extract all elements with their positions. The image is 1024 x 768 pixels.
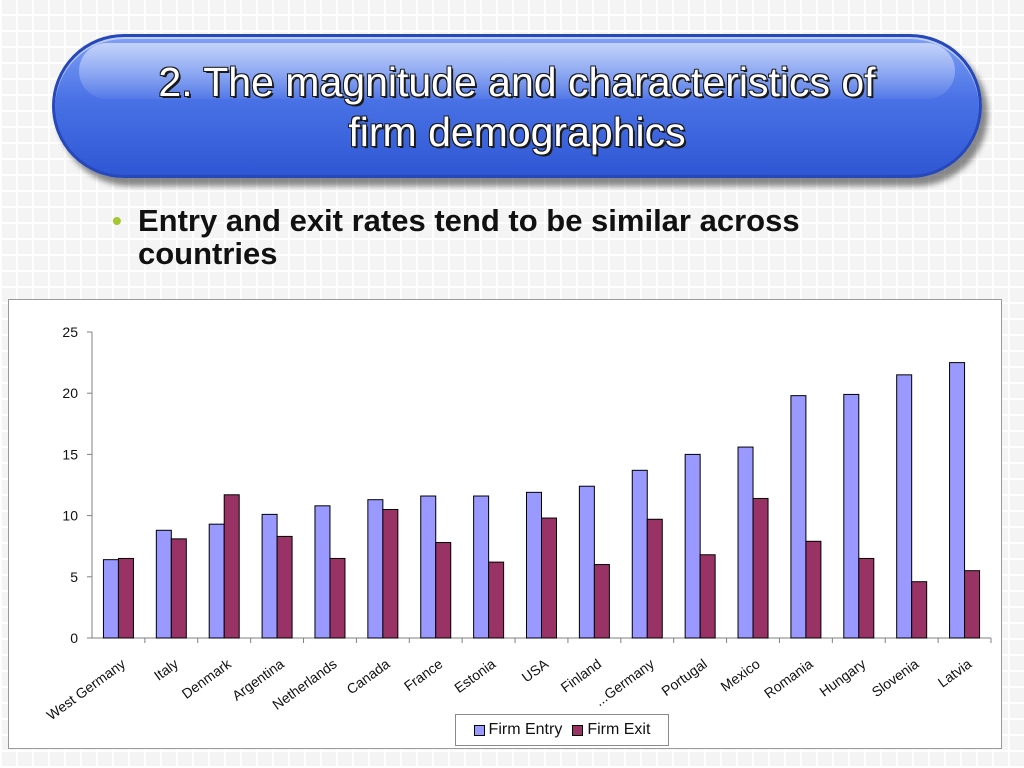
bar-firm-entry — [314, 505, 331, 639]
bar-firm-exit — [223, 494, 240, 639]
y-tick-label: 15 — [62, 446, 78, 462]
bar-firm-exit — [646, 518, 663, 639]
bar-firm-exit — [858, 557, 875, 639]
bullet-icon: • — [112, 205, 122, 236]
bar-firm-entry — [790, 395, 807, 639]
bar-firm-entry — [261, 513, 278, 639]
y-tick-label: 25 — [62, 324, 78, 340]
bar-firm-exit — [170, 538, 187, 639]
x-category-label: Canada — [344, 655, 393, 697]
bar-firm-exit — [805, 540, 822, 639]
x-category-label: Hungary — [816, 655, 868, 699]
x-category-label: Latvia — [935, 655, 975, 690]
bar-firm-exit — [593, 564, 610, 639]
x-category-label: Slovenia — [869, 655, 922, 700]
bullet-point: • Entry and exit rates tend to be simila… — [112, 204, 912, 270]
bar-firm-entry — [473, 495, 490, 639]
bar-firm-entry — [949, 362, 966, 639]
title-banner: 2. The magnitude and characteristics of … — [52, 34, 982, 178]
legend-item-exit: Firm Exit — [572, 721, 650, 739]
x-category-label: Denmark — [179, 655, 235, 702]
bar-firm-entry — [578, 485, 595, 639]
bar-firm-entry — [684, 453, 701, 639]
bar-firm-exit — [276, 535, 293, 639]
bar-firm-entry — [155, 529, 172, 639]
bar-firm-exit — [488, 561, 505, 639]
x-category-label: Romania — [761, 655, 816, 701]
slide-title-line-1: 2. The magnitude and characteristics of — [158, 59, 876, 105]
x-category-label: ...Germany — [592, 655, 657, 709]
legend-swatch-exit — [572, 724, 584, 736]
bar-firm-exit — [699, 554, 716, 639]
bar-firm-entry — [896, 374, 913, 639]
legend-item-entry: Firm Entry — [473, 721, 563, 739]
bar-firm-entry — [843, 393, 860, 639]
bar-firm-entry — [208, 523, 225, 639]
bar-firm-entry — [737, 446, 754, 639]
slide-title-line-2: firm demographics — [348, 109, 686, 155]
bar-firm-entry — [420, 495, 437, 639]
bar-firm-exit — [435, 542, 452, 639]
bar-firm-exit — [911, 581, 928, 639]
x-category-label: Portugal — [658, 655, 710, 699]
legend-label-exit: Firm Exit — [587, 721, 651, 738]
legend-swatch-entry — [473, 724, 485, 736]
x-category-label: West Germany — [43, 655, 128, 723]
bullet-text: Entry and exit rates tend to be similar … — [138, 203, 800, 271]
bar-firm-exit — [964, 570, 981, 639]
x-category-label: France — [401, 655, 446, 694]
bar-firm-entry — [526, 491, 542, 639]
title-gloss — [79, 43, 955, 99]
bar-firm-exit — [541, 517, 557, 639]
y-tick-label: 10 — [62, 508, 78, 524]
bar-firm-entry — [367, 499, 384, 639]
chart-legend: Firm Entry Firm Exit — [455, 714, 669, 746]
bar-firm-exit — [329, 557, 346, 639]
bar-firm-exit — [752, 497, 769, 639]
bar-firm-exit — [382, 508, 399, 639]
y-tick-label: 5 — [70, 569, 78, 585]
x-category-label: Italy — [151, 655, 181, 683]
chart-frame: 0 5 10 15 20 25 West Germany Italy Denmark Argent… — [8, 299, 1002, 749]
slide-title: 2. The magnitude and characteristics of … — [55, 57, 979, 157]
y-tick-label: 0 — [70, 630, 78, 646]
bar-firm-entry — [102, 559, 119, 639]
x-category-label: USA — [519, 655, 552, 685]
bar-firm-exit — [117, 557, 134, 639]
x-category-label: Estonia — [451, 655, 498, 696]
legend-label-entry: Firm Entry — [488, 721, 563, 738]
x-category-label: Finland — [558, 655, 605, 695]
y-tick-label: 20 — [62, 385, 78, 401]
bar-firm-entry — [631, 469, 648, 639]
x-category-label: Mexico — [718, 655, 763, 694]
